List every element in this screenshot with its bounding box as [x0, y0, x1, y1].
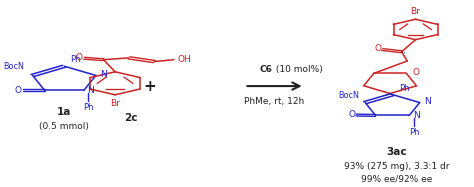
Text: ···: ··· [400, 50, 406, 56]
Text: N: N [100, 70, 107, 79]
Text: (0.5 mmol): (0.5 mmol) [39, 122, 89, 131]
Text: Ph: Ph [399, 84, 410, 93]
Text: PhMe, rt, 12h: PhMe, rt, 12h [245, 97, 305, 106]
Text: Ph: Ph [70, 55, 80, 64]
Text: 93% (275 mg), 3.3:1 dr: 93% (275 mg), 3.3:1 dr [344, 162, 450, 171]
Text: N: N [88, 86, 94, 95]
Text: OH: OH [177, 55, 191, 64]
Text: O: O [14, 86, 21, 95]
Text: C6: C6 [259, 65, 272, 74]
Text: (10 mol%): (10 mol%) [273, 65, 323, 74]
Text: +: + [143, 79, 156, 94]
Text: 3ac: 3ac [387, 147, 407, 157]
Text: ···: ··· [384, 92, 391, 98]
Text: BocN: BocN [339, 91, 360, 100]
Text: Ph: Ph [409, 128, 419, 137]
Text: 2c: 2c [125, 113, 138, 123]
Text: 1a: 1a [57, 107, 72, 117]
Text: N: N [424, 97, 431, 106]
Text: Br: Br [110, 99, 120, 108]
Text: N: N [413, 111, 419, 120]
Text: O: O [348, 110, 355, 119]
Text: Ph: Ph [83, 103, 94, 112]
Text: O: O [374, 44, 381, 53]
Text: O: O [413, 68, 420, 77]
Text: O: O [76, 53, 83, 62]
Text: BocN: BocN [3, 62, 24, 71]
Text: 99% ee/92% ee: 99% ee/92% ee [361, 174, 433, 183]
Text: Br: Br [410, 7, 420, 16]
